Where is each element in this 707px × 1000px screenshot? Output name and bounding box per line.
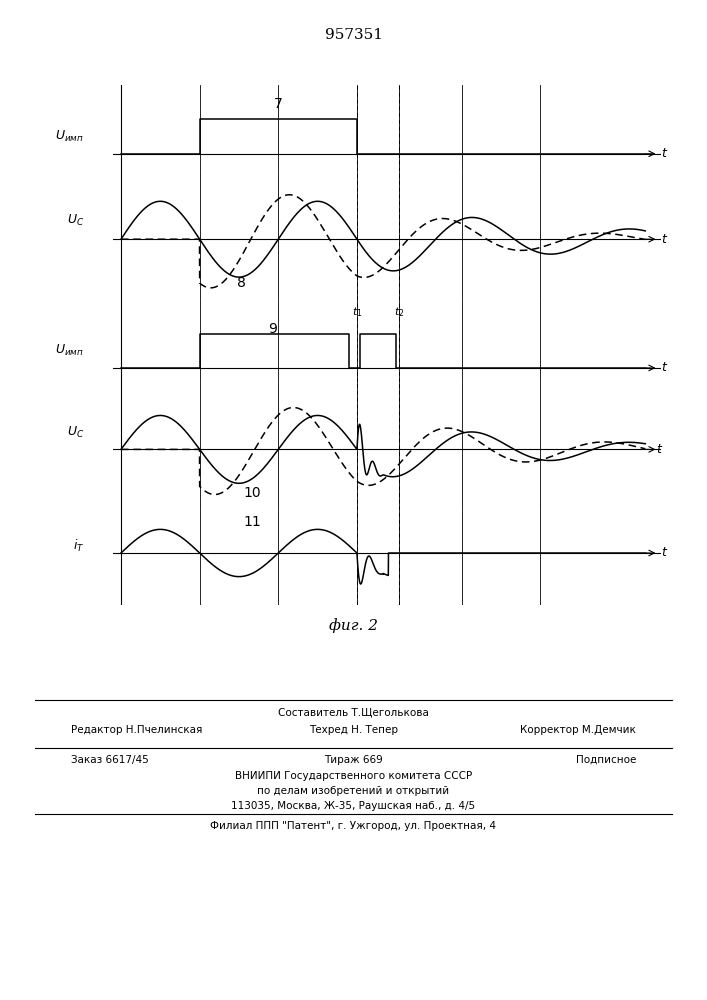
Text: t: t <box>661 233 666 246</box>
Text: ВНИИПИ Государственного комитета СССР: ВНИИПИ Государственного комитета СССР <box>235 771 472 781</box>
Text: t: t <box>661 361 666 374</box>
Text: Тираж 669: Тираж 669 <box>324 755 383 765</box>
Text: 9: 9 <box>269 322 277 336</box>
Text: Заказ 6617/45: Заказ 6617/45 <box>71 755 148 765</box>
Text: $U_{имп}$: $U_{имп}$ <box>55 129 84 144</box>
Text: 10: 10 <box>243 486 261 500</box>
Text: Филиал ППП "Патент", г. Ужгород, ул. Проектная, 4: Филиал ППП "Патент", г. Ужгород, ул. Про… <box>211 821 496 831</box>
Text: Редактор Н.Пчелинская: Редактор Н.Пчелинская <box>71 725 202 735</box>
Text: $U_C$: $U_C$ <box>67 425 84 440</box>
Text: фиг. 2: фиг. 2 <box>329 618 378 633</box>
Text: $t_2$: $t_2$ <box>394 305 404 319</box>
Text: 7: 7 <box>274 97 283 111</box>
Text: 8: 8 <box>237 276 246 290</box>
Text: 113035, Москва, Ж-35, Раушская наб., д. 4/5: 113035, Москва, Ж-35, Раушская наб., д. … <box>231 801 476 811</box>
Text: 957351: 957351 <box>325 28 382 42</box>
Text: $U_{имп}$: $U_{имп}$ <box>55 343 84 358</box>
Text: 11: 11 <box>243 515 261 529</box>
Text: Составитель Т.Щеголькова: Составитель Т.Щеголькова <box>278 707 429 717</box>
Text: по делам изобретений и открытий: по делам изобретений и открытий <box>257 786 450 796</box>
Text: $t_1$: $t_1$ <box>351 305 362 319</box>
Text: t: t <box>661 546 666 559</box>
Text: t: t <box>661 147 666 160</box>
Text: $i_T$: $i_T$ <box>73 538 84 554</box>
Text: Корректор М.Демчик: Корректор М.Демчик <box>520 725 636 735</box>
Text: $U_C$: $U_C$ <box>67 213 84 228</box>
Text: Техред Н. Тепер: Техред Н. Тепер <box>309 725 398 735</box>
Text: Подписное: Подписное <box>576 755 636 765</box>
Text: t: t <box>656 443 661 456</box>
